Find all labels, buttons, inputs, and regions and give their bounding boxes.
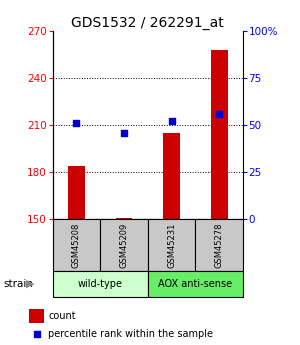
Bar <box>116 217 132 219</box>
Point <box>169 119 174 124</box>
Bar <box>100 219 148 271</box>
Point <box>34 331 39 337</box>
Bar <box>148 219 195 271</box>
Text: strain: strain <box>3 279 33 289</box>
Text: percentile rank within the sample: percentile rank within the sample <box>48 329 213 339</box>
Bar <box>52 219 100 271</box>
Bar <box>163 133 180 219</box>
Text: GSM45208: GSM45208 <box>72 222 81 268</box>
Text: count: count <box>48 311 76 321</box>
Text: GSM45278: GSM45278 <box>215 222 224 268</box>
Text: GSM45209: GSM45209 <box>119 222 128 268</box>
Text: ▶: ▶ <box>26 279 34 289</box>
Point <box>122 130 126 135</box>
Bar <box>211 50 227 219</box>
Bar <box>29 309 44 323</box>
Bar <box>68 166 85 219</box>
Bar <box>148 271 243 297</box>
Title: GDS1532 / 262291_at: GDS1532 / 262291_at <box>71 16 224 30</box>
Point <box>74 120 79 126</box>
Text: wild-type: wild-type <box>78 279 123 289</box>
Point <box>217 111 222 117</box>
Bar <box>52 271 148 297</box>
Text: AOX anti-sense: AOX anti-sense <box>158 279 232 289</box>
Bar <box>195 219 243 271</box>
Text: GSM45231: GSM45231 <box>167 222 176 268</box>
